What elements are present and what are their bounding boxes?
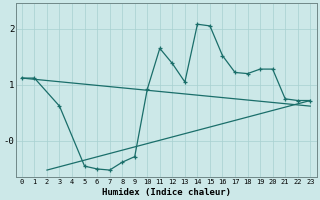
X-axis label: Humidex (Indice chaleur): Humidex (Indice chaleur) bbox=[101, 188, 231, 197]
